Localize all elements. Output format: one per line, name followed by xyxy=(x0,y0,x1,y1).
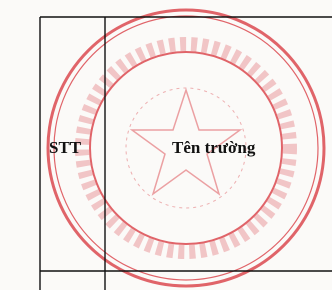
header-cell: Tên trường xyxy=(172,138,256,157)
header-cell: STT xyxy=(49,138,82,157)
page: STT Tên trường (() => { const data = JSO… xyxy=(0,0,332,290)
document: STT Tên trường xyxy=(0,0,332,290)
